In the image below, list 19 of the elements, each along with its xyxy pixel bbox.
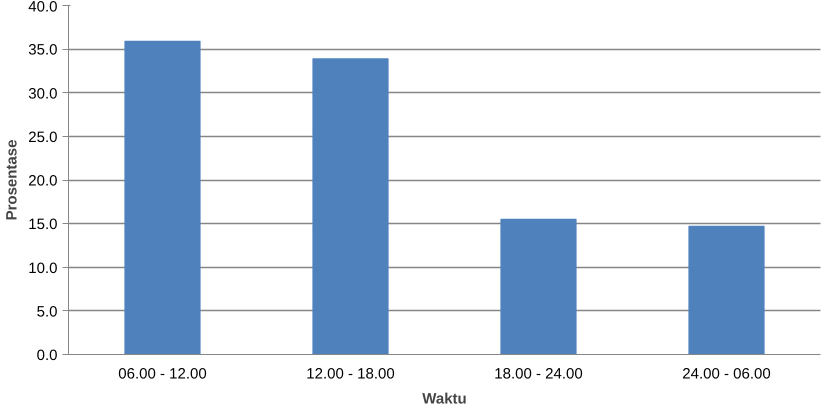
y-tick-label: 20.0 [28,172,58,190]
bar [688,226,765,354]
bar [124,40,201,354]
y-tick-label: 5.0 [36,303,58,320]
y-tick-label: 40.0 [28,0,58,16]
y-tick-label: 15.0 [28,216,58,234]
y-axis-title: Prosentase [3,140,20,220]
x-tick-label: 12.00 - 18.00 [306,366,395,382]
x-axis-title: Waktu [422,390,467,408]
y-tick-label: 30.0 [28,85,58,102]
y-tick-label: 10.0 [28,260,58,277]
y-tick-label: 35.0 [28,42,58,59]
bar [312,58,389,354]
x-tick-label: 06.00 - 12.00 [118,366,207,382]
y-tick-label: 0.0 [36,347,58,364]
x-tick-label: 24.00 - 06.00 [682,366,771,382]
x-tick-label: 18.00 - 24.00 [494,366,583,382]
bar [500,218,577,354]
y-tick-label: 25.0 [28,128,58,146]
